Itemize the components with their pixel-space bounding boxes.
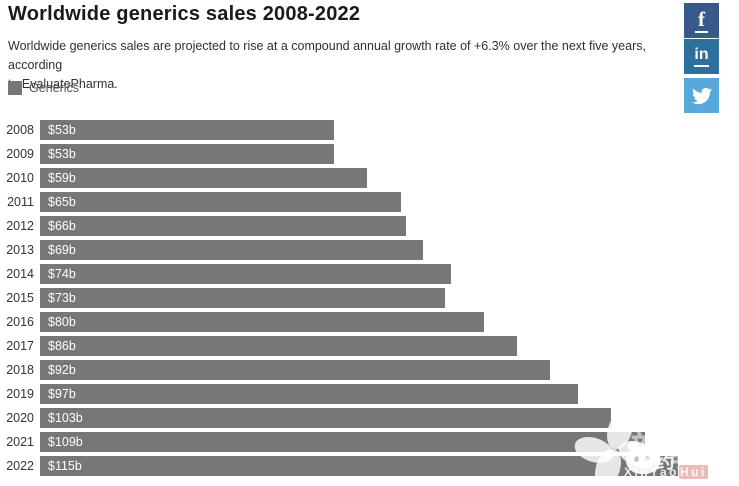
chart-subtitle-line1: Worldwide generics sales are projected t… — [8, 39, 646, 72]
linkedin-share-button[interactable]: in — [684, 39, 719, 74]
category-label-2021: 2021 — [6, 435, 34, 449]
bar-value-label: $69b — [48, 243, 76, 257]
category-label-2009: 2009 — [6, 147, 34, 161]
chart-row: 2022 $115b — [0, 454, 739, 478]
chart-row: 2008 $53b — [0, 118, 739, 142]
category-label-2020: 2020 — [6, 411, 34, 425]
bar-2013[interactable]: $69b — [40, 240, 423, 260]
chart-row: 2012 $66b — [0, 214, 739, 238]
legend-item-generics[interactable]: Generics — [8, 81, 79, 95]
facebook-icon: f — [695, 8, 708, 33]
twitter-share-button[interactable] — [684, 78, 719, 113]
chart-row: 2014 $74b — [0, 262, 739, 286]
chart-row: 2010 $59b — [0, 166, 739, 190]
chart-row: 2018 $92b — [0, 358, 739, 382]
chart-row: 2011 $65b — [0, 190, 739, 214]
bar-2008[interactable]: $53b — [40, 120, 334, 140]
chart-subtitle: Worldwide generics sales are projected t… — [8, 37, 676, 94]
chart-subtitle-line2: to EvaluatePharma. — [8, 77, 118, 91]
category-label-2017: 2017 — [6, 339, 34, 353]
bar-chart: 2008 $53b 2009 $53b 2010 $59b 2011 $65b 2012 $66b… — [0, 118, 739, 478]
twitter-icon — [691, 86, 712, 106]
chart-row: 2016 $80b — [0, 310, 739, 334]
bar-value-label: $53b — [48, 123, 76, 137]
bar-2009[interactable]: $53b — [40, 144, 334, 164]
facebook-share-button[interactable]: f — [684, 3, 719, 38]
category-label-2011: 2011 — [7, 195, 34, 209]
chart-title: Worldwide generics sales 2008-2022 — [8, 3, 361, 25]
category-label-2015: 2015 — [6, 291, 34, 305]
bar-2017[interactable]: $86b — [40, 336, 518, 356]
bar-value-label: $92b — [48, 363, 76, 377]
bar-value-label: $97b — [48, 387, 76, 401]
legend-label: Generics — [29, 81, 80, 95]
bar-2010[interactable]: $59b — [40, 168, 368, 188]
bar-value-label: $65b — [48, 195, 76, 209]
category-label-2008: 2008 — [6, 123, 34, 137]
bar-2022[interactable]: $115b — [40, 456, 678, 476]
chart-row: 2015 $73b — [0, 286, 739, 310]
bar-2011[interactable]: $65b — [40, 192, 401, 212]
category-label-2018: 2018 — [6, 363, 34, 377]
linkedin-icon: in — [694, 46, 709, 67]
bar-value-label: $103b — [48, 411, 83, 425]
bar-value-label: $73b — [48, 291, 76, 305]
legend-swatch-icon — [8, 81, 22, 95]
category-label-2014: 2014 — [6, 267, 34, 281]
bar-value-label: $80b — [48, 315, 76, 329]
category-label-2019: 2019 — [6, 387, 34, 401]
chart-row: 2020 $103b — [0, 406, 739, 430]
chart-row: 2019 $97b — [0, 382, 739, 406]
category-label-2010: 2010 — [6, 171, 34, 185]
bar-2012[interactable]: $66b — [40, 216, 407, 236]
chart-row: 2013 $69b — [0, 238, 739, 262]
bar-2014[interactable]: $74b — [40, 264, 451, 284]
chart-row: 2021 $109b — [0, 430, 739, 454]
bar-value-label: $109b — [48, 435, 83, 449]
bar-2018[interactable]: $92b — [40, 360, 551, 380]
bar-value-label: $53b — [48, 147, 76, 161]
bar-2020[interactable]: $103b — [40, 408, 612, 428]
bar-2016[interactable]: $80b — [40, 312, 484, 332]
social-share-rail: f in — [684, 3, 719, 113]
bar-value-label: $66b — [48, 219, 76, 233]
bar-2019[interactable]: $97b — [40, 384, 579, 404]
chart-row: 2009 $53b — [0, 142, 739, 166]
bar-2021[interactable]: $109b — [40, 432, 645, 452]
bar-2015[interactable]: $73b — [40, 288, 445, 308]
bar-value-label: $59b — [48, 171, 76, 185]
category-label-2016: 2016 — [6, 315, 34, 329]
chart-row: 2017 $86b — [0, 334, 739, 358]
bar-value-label: $115b — [48, 459, 82, 473]
category-label-2013: 2013 — [6, 243, 34, 257]
bar-value-label: $86b — [48, 339, 76, 353]
bar-value-label: $74b — [48, 267, 76, 281]
category-label-2012: 2012 — [6, 219, 34, 233]
category-label-2022: 2022 — [6, 459, 34, 473]
